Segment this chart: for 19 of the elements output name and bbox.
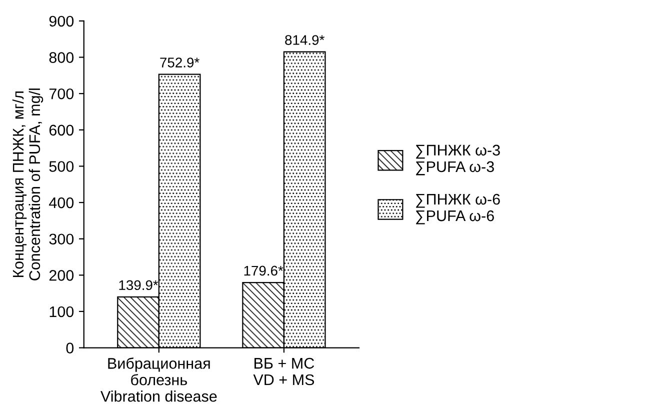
y-tick-label: 900 (49, 16, 74, 27)
data-label: 179.6* (244, 266, 284, 276)
data-label: 139.9* (119, 280, 158, 290)
y-axis-title: Концентрация ПНЖК, мг/л Concentration of PUFA, mg/l (12, 88, 44, 280)
y-tick-label: 800 (49, 52, 74, 63)
y-tick-label: 300 (49, 234, 74, 245)
legend-label: ∑ПНЖК ω-6 ∑PUFA ω-6 (416, 194, 500, 224)
legend-label: ∑ПНЖК ω-3 ∑PUFA ω-3 (416, 144, 500, 176)
x-tick-label: Вибрационная болезнь Vibration disease (100, 357, 217, 402)
y-tick-label: 0 (66, 342, 74, 354)
y-tick-label: 600 (49, 124, 74, 136)
y-tick-label: 500 (49, 161, 74, 172)
y-tick-label: 700 (49, 88, 74, 100)
y-tick-label: 400 (49, 197, 74, 208)
y-tick-label: 100 (50, 306, 74, 318)
x-tick-label: ВБ + МС VD + MS (253, 358, 314, 386)
data-label: 752.9* (160, 58, 200, 68)
y-tick-label: 200 (49, 270, 74, 281)
data-label: 814.9* (285, 35, 324, 45)
